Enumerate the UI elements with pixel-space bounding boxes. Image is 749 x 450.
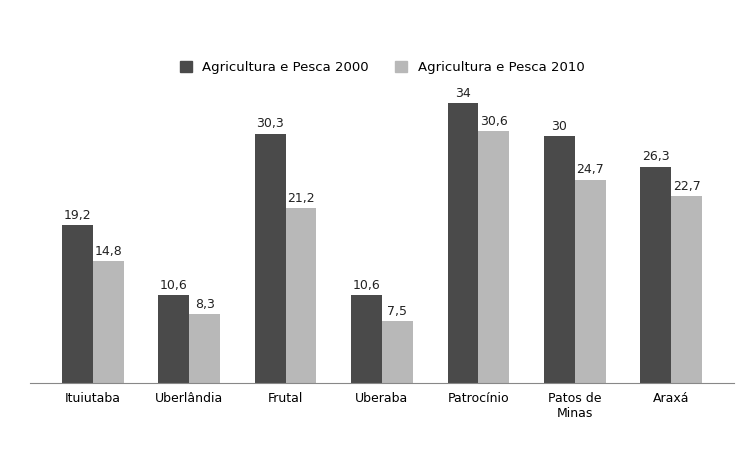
- Bar: [640, 166, 671, 382]
- Bar: [189, 315, 220, 382]
- Text: 34: 34: [455, 87, 471, 100]
- Text: 30: 30: [551, 120, 567, 133]
- Bar: [285, 208, 316, 382]
- Text: 24,7: 24,7: [576, 163, 604, 176]
- Bar: [544, 136, 574, 382]
- Text: 7,5: 7,5: [387, 305, 407, 318]
- Text: 8,3: 8,3: [195, 298, 214, 311]
- Text: 10,6: 10,6: [353, 279, 380, 292]
- Bar: [158, 296, 189, 382]
- Bar: [351, 296, 382, 382]
- Bar: [448, 103, 479, 382]
- Text: 30,3: 30,3: [256, 117, 284, 130]
- Bar: [62, 225, 93, 382]
- Text: 19,2: 19,2: [64, 208, 91, 221]
- Bar: [93, 261, 124, 382]
- Bar: [479, 131, 509, 382]
- Bar: [671, 196, 702, 382]
- Bar: [255, 134, 285, 382]
- Text: 26,3: 26,3: [642, 150, 670, 163]
- Text: 22,7: 22,7: [673, 180, 700, 193]
- Legend: Agricultura e Pesca 2000, Agricultura e Pesca 2010: Agricultura e Pesca 2000, Agricultura e …: [180, 61, 584, 74]
- Bar: [382, 321, 413, 382]
- Text: 21,2: 21,2: [287, 192, 315, 205]
- Text: 30,6: 30,6: [480, 115, 508, 128]
- Text: 10,6: 10,6: [160, 279, 188, 292]
- Text: 14,8: 14,8: [94, 245, 122, 258]
- Bar: [574, 180, 606, 382]
